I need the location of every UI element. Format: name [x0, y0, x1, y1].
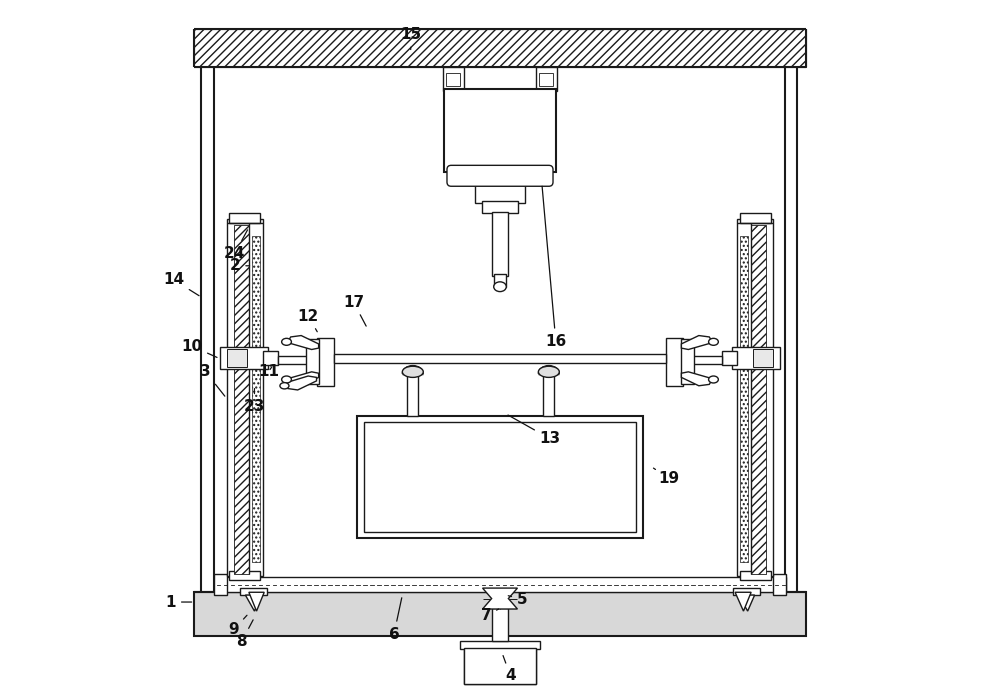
Bar: [227, 219, 263, 576]
Text: 10: 10: [181, 338, 217, 357]
Text: 17: 17: [343, 294, 366, 326]
Polygon shape: [681, 372, 713, 386]
Bar: [482, 201, 518, 213]
Bar: [229, 571, 260, 579]
Polygon shape: [285, 376, 317, 390]
Bar: [194, 592, 806, 635]
Bar: [740, 571, 771, 579]
Bar: [334, 354, 666, 363]
Bar: [229, 212, 260, 222]
Polygon shape: [287, 336, 319, 350]
Ellipse shape: [709, 376, 718, 383]
Bar: [252, 236, 260, 562]
Polygon shape: [739, 595, 755, 611]
Ellipse shape: [709, 338, 718, 345]
Bar: [464, 648, 536, 684]
Text: 24: 24: [224, 230, 248, 261]
Bar: [240, 588, 267, 595]
Text: 16: 16: [542, 186, 566, 349]
Ellipse shape: [280, 382, 289, 389]
Bar: [492, 607, 508, 641]
Bar: [317, 338, 334, 386]
Bar: [733, 588, 760, 595]
Bar: [773, 574, 786, 595]
Bar: [722, 351, 737, 365]
Bar: [194, 29, 806, 67]
Bar: [444, 89, 556, 172]
Bar: [278, 356, 317, 364]
Ellipse shape: [538, 366, 559, 377]
Polygon shape: [735, 592, 751, 611]
Ellipse shape: [282, 338, 291, 345]
Ellipse shape: [494, 282, 506, 291]
Bar: [357, 416, 643, 538]
Bar: [740, 236, 748, 562]
Bar: [732, 347, 780, 369]
Text: 8: 8: [237, 620, 253, 649]
Ellipse shape: [402, 366, 423, 377]
Text: 9: 9: [228, 615, 247, 637]
Text: 13: 13: [508, 415, 561, 446]
Bar: [740, 212, 771, 222]
Polygon shape: [681, 336, 713, 350]
Bar: [443, 67, 464, 92]
Ellipse shape: [282, 376, 291, 383]
Bar: [492, 212, 508, 276]
Bar: [753, 349, 773, 367]
Bar: [214, 574, 227, 595]
Text: 19: 19: [653, 468, 679, 486]
Text: 11: 11: [258, 364, 279, 380]
Text: 3: 3: [200, 364, 225, 396]
Bar: [683, 356, 722, 364]
Bar: [227, 349, 247, 367]
Bar: [263, 351, 278, 365]
Text: 12: 12: [298, 308, 319, 332]
Bar: [364, 422, 636, 532]
Polygon shape: [483, 588, 517, 609]
Text: 4: 4: [503, 656, 516, 684]
Bar: [543, 374, 554, 416]
Polygon shape: [249, 592, 264, 611]
FancyBboxPatch shape: [447, 166, 553, 186]
Text: 1: 1: [165, 595, 192, 610]
Bar: [464, 648, 536, 684]
Polygon shape: [245, 595, 261, 611]
Text: 23: 23: [244, 389, 265, 415]
Text: 15: 15: [400, 27, 421, 50]
Bar: [214, 577, 786, 592]
Text: 6: 6: [389, 598, 402, 642]
Bar: [306, 339, 319, 384]
Bar: [751, 225, 766, 574]
Bar: [536, 67, 557, 92]
Bar: [446, 73, 460, 86]
Polygon shape: [287, 372, 319, 386]
Bar: [737, 219, 773, 576]
Bar: [475, 178, 525, 203]
Bar: [460, 641, 540, 649]
Bar: [494, 274, 506, 287]
Text: 14: 14: [163, 272, 199, 296]
Bar: [234, 225, 249, 574]
Bar: [666, 338, 683, 386]
Bar: [220, 347, 268, 369]
Text: 2: 2: [230, 259, 250, 273]
Bar: [539, 73, 553, 86]
Text: 7: 7: [481, 609, 499, 624]
Text: 5: 5: [508, 592, 528, 607]
Bar: [407, 374, 418, 416]
Bar: [681, 339, 694, 384]
